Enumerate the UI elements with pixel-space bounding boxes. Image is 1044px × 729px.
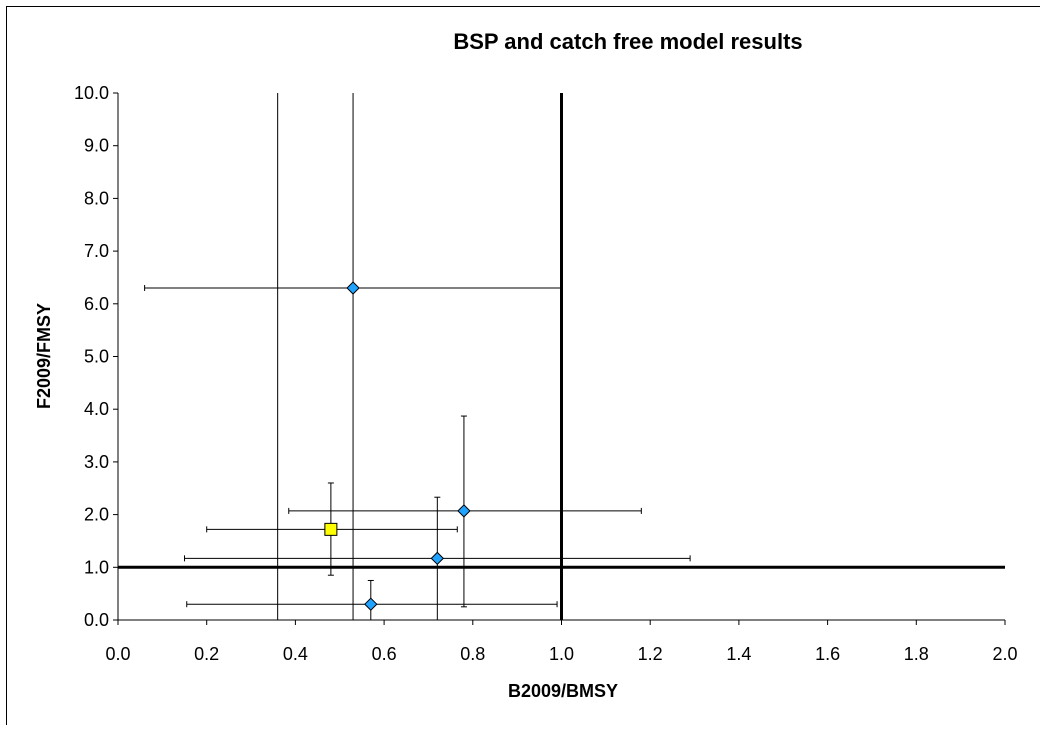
y-tick-label: 4.0 bbox=[84, 399, 109, 419]
x-tick-label: 0.4 bbox=[283, 644, 308, 664]
y-tick-label: 7.0 bbox=[84, 241, 109, 261]
data-point-diamond bbox=[346, 281, 360, 295]
data-point-diamond bbox=[430, 551, 445, 566]
x-tick-label: 1.4 bbox=[726, 644, 751, 664]
x-tick-label: 0.8 bbox=[460, 644, 485, 664]
x-tick-label: 1.8 bbox=[904, 644, 929, 664]
x-tick-label: 1.6 bbox=[815, 644, 840, 664]
x-axis-title: B2009/BMSY bbox=[508, 681, 618, 701]
y-tick-label: 9.0 bbox=[84, 136, 109, 156]
chart-frame bbox=[6, 6, 1040, 725]
data-point-diamond bbox=[364, 597, 378, 611]
y-tick-label: 10.0 bbox=[74, 83, 109, 103]
y-tick-label: 0.0 bbox=[84, 610, 109, 630]
y-tick-label: 8.0 bbox=[84, 188, 109, 208]
x-tick-label: 1.2 bbox=[638, 644, 663, 664]
data-point-square bbox=[324, 522, 338, 536]
y-tick-label: 6.0 bbox=[84, 294, 109, 314]
x-tick-label: 2.0 bbox=[992, 644, 1017, 664]
y-tick-label: 1.0 bbox=[84, 557, 109, 577]
y-axis-title: F2009/FMSY bbox=[34, 303, 54, 409]
x-tick-label: 0.0 bbox=[105, 644, 130, 664]
y-tick-label: 5.0 bbox=[84, 347, 109, 367]
chart-title: BSP and catch free model results bbox=[453, 29, 802, 54]
x-tick-label: 1.0 bbox=[549, 644, 574, 664]
x-tick-label: 0.6 bbox=[372, 644, 397, 664]
x-tick-label: 0.2 bbox=[194, 644, 219, 664]
plot-area: 0.0 1.0 2.0 3.0 4.0 5.0 6.0 7.0 8.0 9.0 10.0 0.0 0.2… bbox=[74, 83, 1018, 664]
y-tick-label: 2.0 bbox=[84, 505, 109, 525]
y-tick-label: 3.0 bbox=[84, 452, 109, 472]
data-point-diamond bbox=[457, 504, 471, 518]
